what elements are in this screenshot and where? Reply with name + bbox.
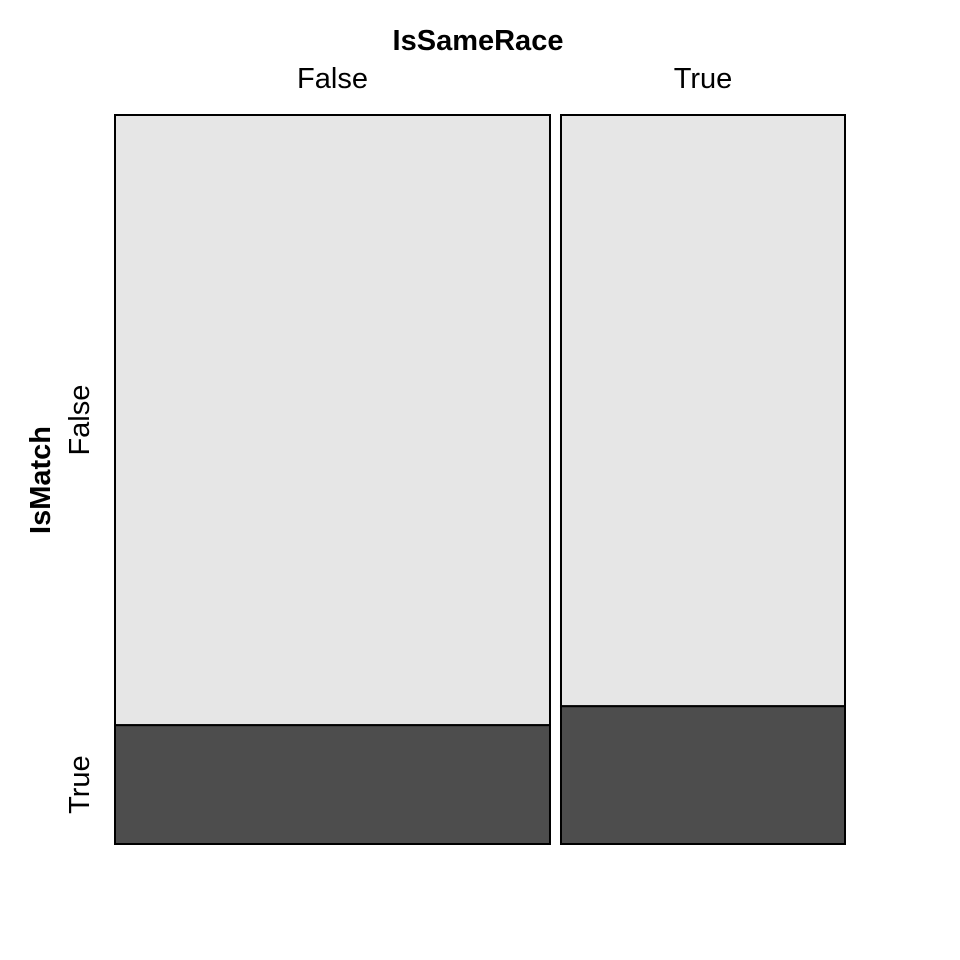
x-level-labels: False True (297, 63, 732, 95)
tile-true-false (559, 114, 846, 708)
x-level-label: True (674, 63, 733, 95)
tile-true-true (559, 705, 846, 845)
mosaic-tiles (114, 114, 846, 845)
tile-false-false (114, 114, 551, 727)
y-level-label: True (64, 755, 96, 814)
tile-false-true (114, 724, 551, 845)
y-axis-title: IsMatch (25, 426, 57, 534)
x-axis-title: IsSameRace (393, 25, 564, 57)
y-level-labels: False True (64, 385, 96, 814)
x-level-label: False (297, 63, 368, 95)
y-level-label: False (64, 385, 96, 456)
